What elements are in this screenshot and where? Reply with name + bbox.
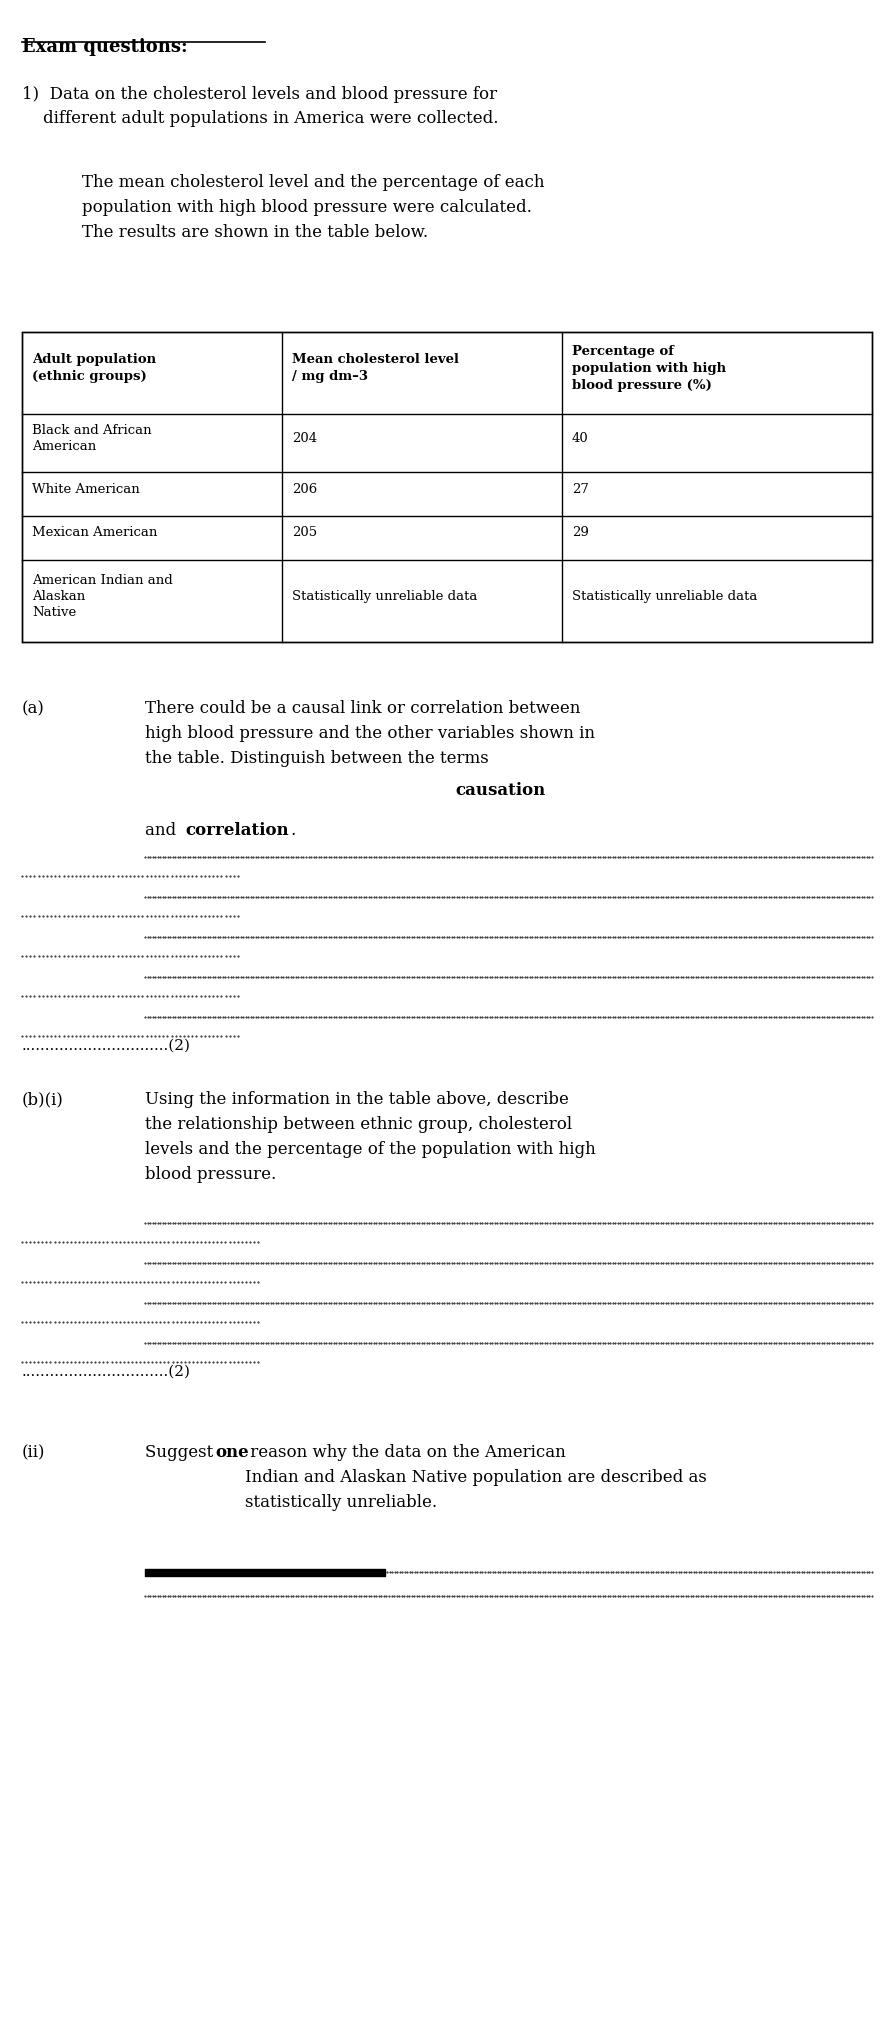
Text: Adult population
(ethnic groups): Adult population (ethnic groups)	[32, 353, 156, 383]
Text: 27: 27	[572, 482, 589, 496]
Text: 205: 205	[292, 526, 317, 539]
Text: There could be a causal link or correlation between
high blood pressure and the : There could be a causal link or correlat…	[145, 700, 595, 766]
Text: Using the information in the table above, describe
the relationship between ethn: Using the information in the table above…	[145, 1091, 595, 1182]
Text: 29: 29	[572, 526, 589, 539]
Text: ...............................(2): ...............................(2)	[22, 1363, 191, 1378]
Text: 1)  Data on the cholesterol levels and blood pressure for
    different adult po: 1) Data on the cholesterol levels and bl…	[22, 87, 499, 127]
Text: causation: causation	[455, 783, 545, 799]
Text: American Indian and
Alaskan
Native: American Indian and Alaskan Native	[32, 573, 173, 619]
Text: Suggest: Suggest	[145, 1444, 218, 1462]
Text: White American: White American	[32, 482, 139, 496]
Text: Black and African
American: Black and African American	[32, 424, 152, 452]
Text: (b)(i): (b)(i)	[22, 1091, 63, 1109]
Text: (ii): (ii)	[22, 1444, 46, 1462]
Bar	[22, 333, 872, 641]
Text: and: and	[145, 823, 181, 839]
Text: Exam questions:: Exam questions:	[22, 38, 188, 56]
Text: Statistically unreliable data: Statistically unreliable data	[292, 589, 477, 603]
Text: Mean cholesterol level
/ mg dm–3: Mean cholesterol level / mg dm–3	[292, 353, 459, 383]
Text: Statistically unreliable data: Statistically unreliable data	[572, 589, 757, 603]
Text: (a): (a)	[22, 700, 45, 716]
Text: one: one	[215, 1444, 249, 1462]
Text: 40: 40	[572, 432, 589, 444]
Text: ...............................(2): ...............................(2)	[22, 1039, 191, 1053]
Text: Percentage of
population with high
blood pressure (%): Percentage of population with high blood…	[572, 345, 726, 391]
Text: 206: 206	[292, 482, 317, 496]
Text: .: .	[290, 823, 295, 839]
Text: reason why the data on the American
Indian and Alaskan Native population are des: reason why the data on the American Indi…	[245, 1444, 707, 1511]
Text: The mean cholesterol level and the percentage of each
population with high blood: The mean cholesterol level and the perce…	[82, 173, 544, 240]
Text: 204: 204	[292, 432, 317, 444]
Text: Mexican American: Mexican American	[32, 526, 157, 539]
Text: correlation: correlation	[185, 823, 289, 839]
